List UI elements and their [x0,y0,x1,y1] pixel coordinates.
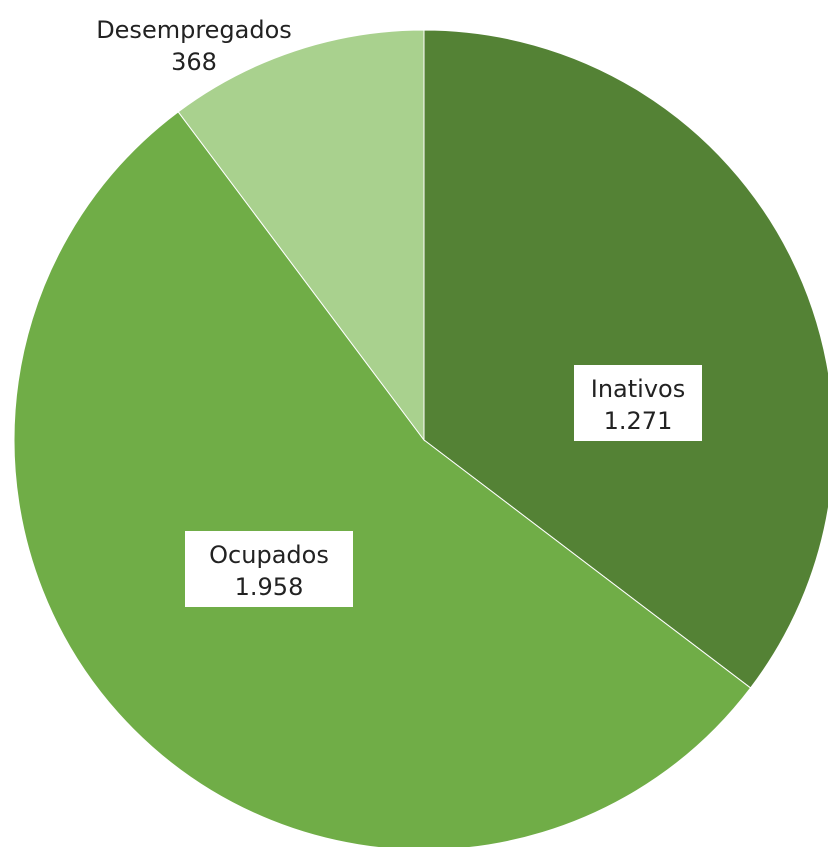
data-label-desempregados: Desempregados 368 [96,16,292,76]
data-label-inativos: Inativos 1.271 [574,365,702,441]
data-label-category: Ocupados [209,541,329,569]
pie-labels: Inativos 1.271 Ocupados 1.958 Desempregados 3… [96,16,702,607]
data-label-box [574,365,702,441]
data-label-category: Inativos [591,375,685,403]
data-label-box [185,531,353,607]
pie-slice-ocupados [13,111,752,847]
data-label-category: Desempregados [96,16,292,44]
pie-slice-inativos [423,29,828,689]
data-label-value: 368 [171,48,217,76]
pie-slices [13,29,828,847]
data-label-value: 1.958 [235,573,304,601]
pie-slice-desempregados [177,29,425,442]
data-label-ocupados: Ocupados 1.958 [185,531,353,607]
data-label-value: 1.271 [604,407,673,435]
